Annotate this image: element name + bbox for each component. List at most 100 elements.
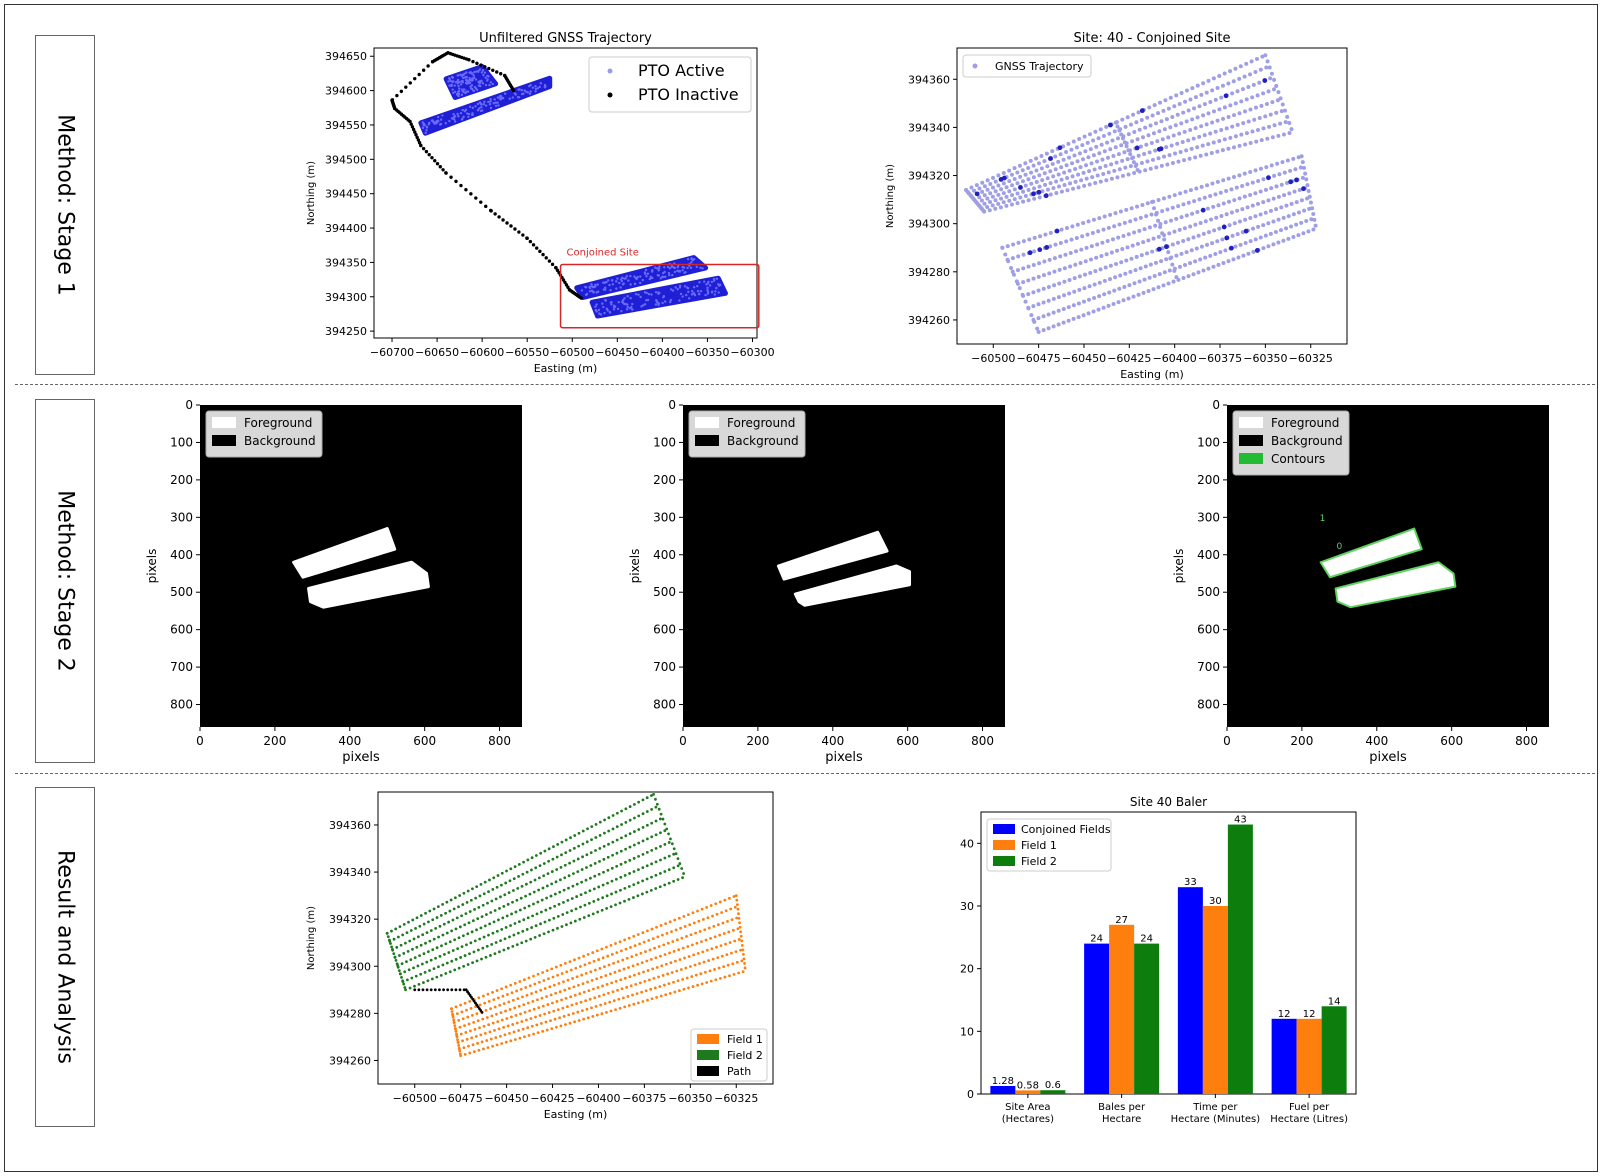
- gnss-point: [1304, 219, 1309, 224]
- gnss-point: [1031, 304, 1036, 309]
- gnss-point: [1026, 165, 1031, 170]
- field1-points-point: [458, 1052, 462, 1056]
- gnss-point: [1085, 140, 1090, 145]
- gnss-point: [1219, 95, 1224, 100]
- field2-points-point: [610, 892, 613, 896]
- gnss-point: [1303, 171, 1308, 176]
- field2-points-point: [556, 914, 560, 918]
- gnss-point: [1077, 137, 1082, 142]
- field2-points-point: [569, 921, 573, 925]
- pto-active-point: [619, 286, 622, 289]
- gnss-point: [1135, 204, 1140, 209]
- field1-points-point: [539, 988, 543, 992]
- gnss-point: [1026, 306, 1031, 311]
- gnss-point: [1021, 189, 1026, 194]
- bar-value-label: 14: [1328, 996, 1341, 1007]
- bar: [1296, 1018, 1322, 1094]
- gnss-point: [1148, 123, 1153, 128]
- field2-points-point: [641, 798, 645, 802]
- field2-points-point: [670, 842, 674, 846]
- pto-active-point: [643, 271, 647, 274]
- gnss-point: [1208, 253, 1213, 258]
- gnss-point: [1244, 97, 1249, 102]
- gnss-point: [1081, 170, 1086, 175]
- field1-points-point: [627, 936, 631, 940]
- gnss-point: [1101, 133, 1106, 138]
- field2-points-point: [561, 913, 565, 916]
- field1-points-point: [594, 1004, 598, 1008]
- field2-points-point: [624, 807, 628, 811]
- field2-points-point: [468, 952, 471, 956]
- field2-points-point: [579, 905, 582, 909]
- gnss-point: [1059, 189, 1064, 194]
- field2-points-point: [588, 889, 592, 893]
- field1-points-point: [555, 1000, 559, 1003]
- field2-points-point: [466, 889, 470, 893]
- fields-axes: [377, 791, 774, 1085]
- gnss-point: [1112, 129, 1117, 134]
- pto-active-point: [460, 88, 464, 91]
- gnss-point: [1190, 117, 1195, 122]
- field2-points-point: [474, 896, 478, 900]
- pto-inactive-point: [395, 93, 399, 98]
- gnss-point: [1046, 326, 1051, 331]
- field1-points-point: [532, 974, 535, 978]
- legend-swatch: [1239, 453, 1263, 464]
- field1-points-point: [467, 1022, 471, 1026]
- field1-points-point: [457, 1019, 461, 1022]
- gnss-point: [1152, 273, 1157, 278]
- pto-active-point: [620, 279, 624, 283]
- field1-points-point: [578, 965, 582, 968]
- gnss-point: [1171, 133, 1176, 138]
- gnss-point: [1176, 159, 1181, 164]
- field1-points-point: [519, 1012, 522, 1016]
- field2-points-point: [672, 866, 676, 870]
- gnss-point: [1224, 212, 1229, 217]
- field1-points-point: [713, 968, 716, 971]
- field1-points-point: [664, 962, 668, 966]
- gnss-point: [1104, 178, 1109, 183]
- gnss-point: [1154, 165, 1159, 170]
- field2-points-point: [624, 820, 628, 824]
- gnss-point: [1132, 230, 1137, 235]
- gnss-point: [1059, 227, 1064, 232]
- x-tick-label: 800: [1515, 734, 1538, 748]
- gnss-point: [1210, 181, 1215, 186]
- field1-points-point: [716, 923, 720, 927]
- pto-active-point: [513, 92, 516, 95]
- gnss-point: [982, 193, 987, 198]
- gnss-point: [1263, 187, 1268, 192]
- gnss-point: [1100, 157, 1105, 162]
- field1-points-point: [600, 947, 604, 951]
- pto-active-point: [599, 313, 603, 316]
- gnss-point: [1135, 241, 1140, 246]
- pto-active-point: [637, 293, 640, 296]
- gnss-point: [1018, 195, 1023, 200]
- gnss-point: [1023, 193, 1028, 198]
- field1-points-point: [678, 958, 682, 961]
- field2-points-point: [467, 921, 471, 925]
- field2-points-point: [533, 878, 537, 882]
- field1-points-point: [743, 962, 746, 965]
- gnss-point: [1174, 275, 1179, 280]
- field1-points-point: [475, 1012, 479, 1016]
- pto-inactive-point: [424, 149, 429, 154]
- pto-active-point: [467, 112, 471, 116]
- gnss-point: [1233, 66, 1238, 71]
- gnss-point: [1023, 172, 1028, 177]
- field2-points-point: [517, 875, 520, 878]
- field1-points-point: [714, 902, 718, 906]
- gnss-point: [1057, 281, 1062, 286]
- gnss-point: [1195, 145, 1200, 150]
- pto-active-point: [584, 285, 587, 289]
- gnss-point: [1078, 260, 1083, 265]
- field2-points-point: [494, 941, 498, 944]
- pto-inactive-point: [501, 218, 505, 222]
- gnss-point: [1183, 189, 1188, 194]
- x-tick-label: −60325: [1289, 352, 1333, 365]
- field1-points-point: [644, 989, 648, 993]
- field2-points-point: [417, 982, 421, 986]
- y-tick-label: 394260: [908, 314, 950, 327]
- field2-points-point: [517, 920, 521, 924]
